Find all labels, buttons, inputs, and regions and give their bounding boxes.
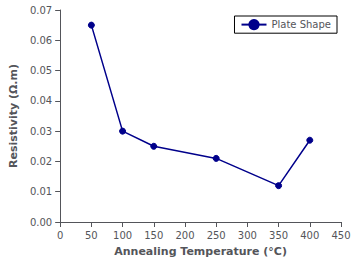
svg-text:150: 150 bbox=[144, 230, 163, 241]
svg-text:Annealing Temperature (°C): Annealing Temperature (°C) bbox=[114, 245, 287, 258]
svg-text:Resistivity (Ω.m): Resistivity (Ω.m) bbox=[7, 64, 20, 168]
svg-text:0.05: 0.05 bbox=[30, 65, 52, 76]
svg-text:50: 50 bbox=[85, 230, 98, 241]
svg-text:0.04: 0.04 bbox=[30, 95, 52, 106]
svg-text:400: 400 bbox=[300, 230, 319, 241]
svg-text:450: 450 bbox=[331, 230, 350, 241]
svg-text:300: 300 bbox=[238, 230, 257, 241]
svg-text:0.03: 0.03 bbox=[30, 126, 52, 137]
svg-text:0.07: 0.07 bbox=[30, 5, 52, 16]
svg-text:0.02: 0.02 bbox=[30, 156, 52, 167]
svg-text:0: 0 bbox=[57, 230, 63, 241]
svg-text:0.00: 0.00 bbox=[30, 217, 52, 228]
svg-text:200: 200 bbox=[175, 230, 194, 241]
svg-text:0.06: 0.06 bbox=[30, 35, 52, 46]
svg-text:350: 350 bbox=[269, 230, 288, 241]
svg-text:250: 250 bbox=[207, 230, 226, 241]
svg-text:0.01: 0.01 bbox=[30, 186, 52, 197]
svg-text:Plate Shape: Plate Shape bbox=[271, 19, 331, 30]
svg-text:100: 100 bbox=[113, 230, 132, 241]
